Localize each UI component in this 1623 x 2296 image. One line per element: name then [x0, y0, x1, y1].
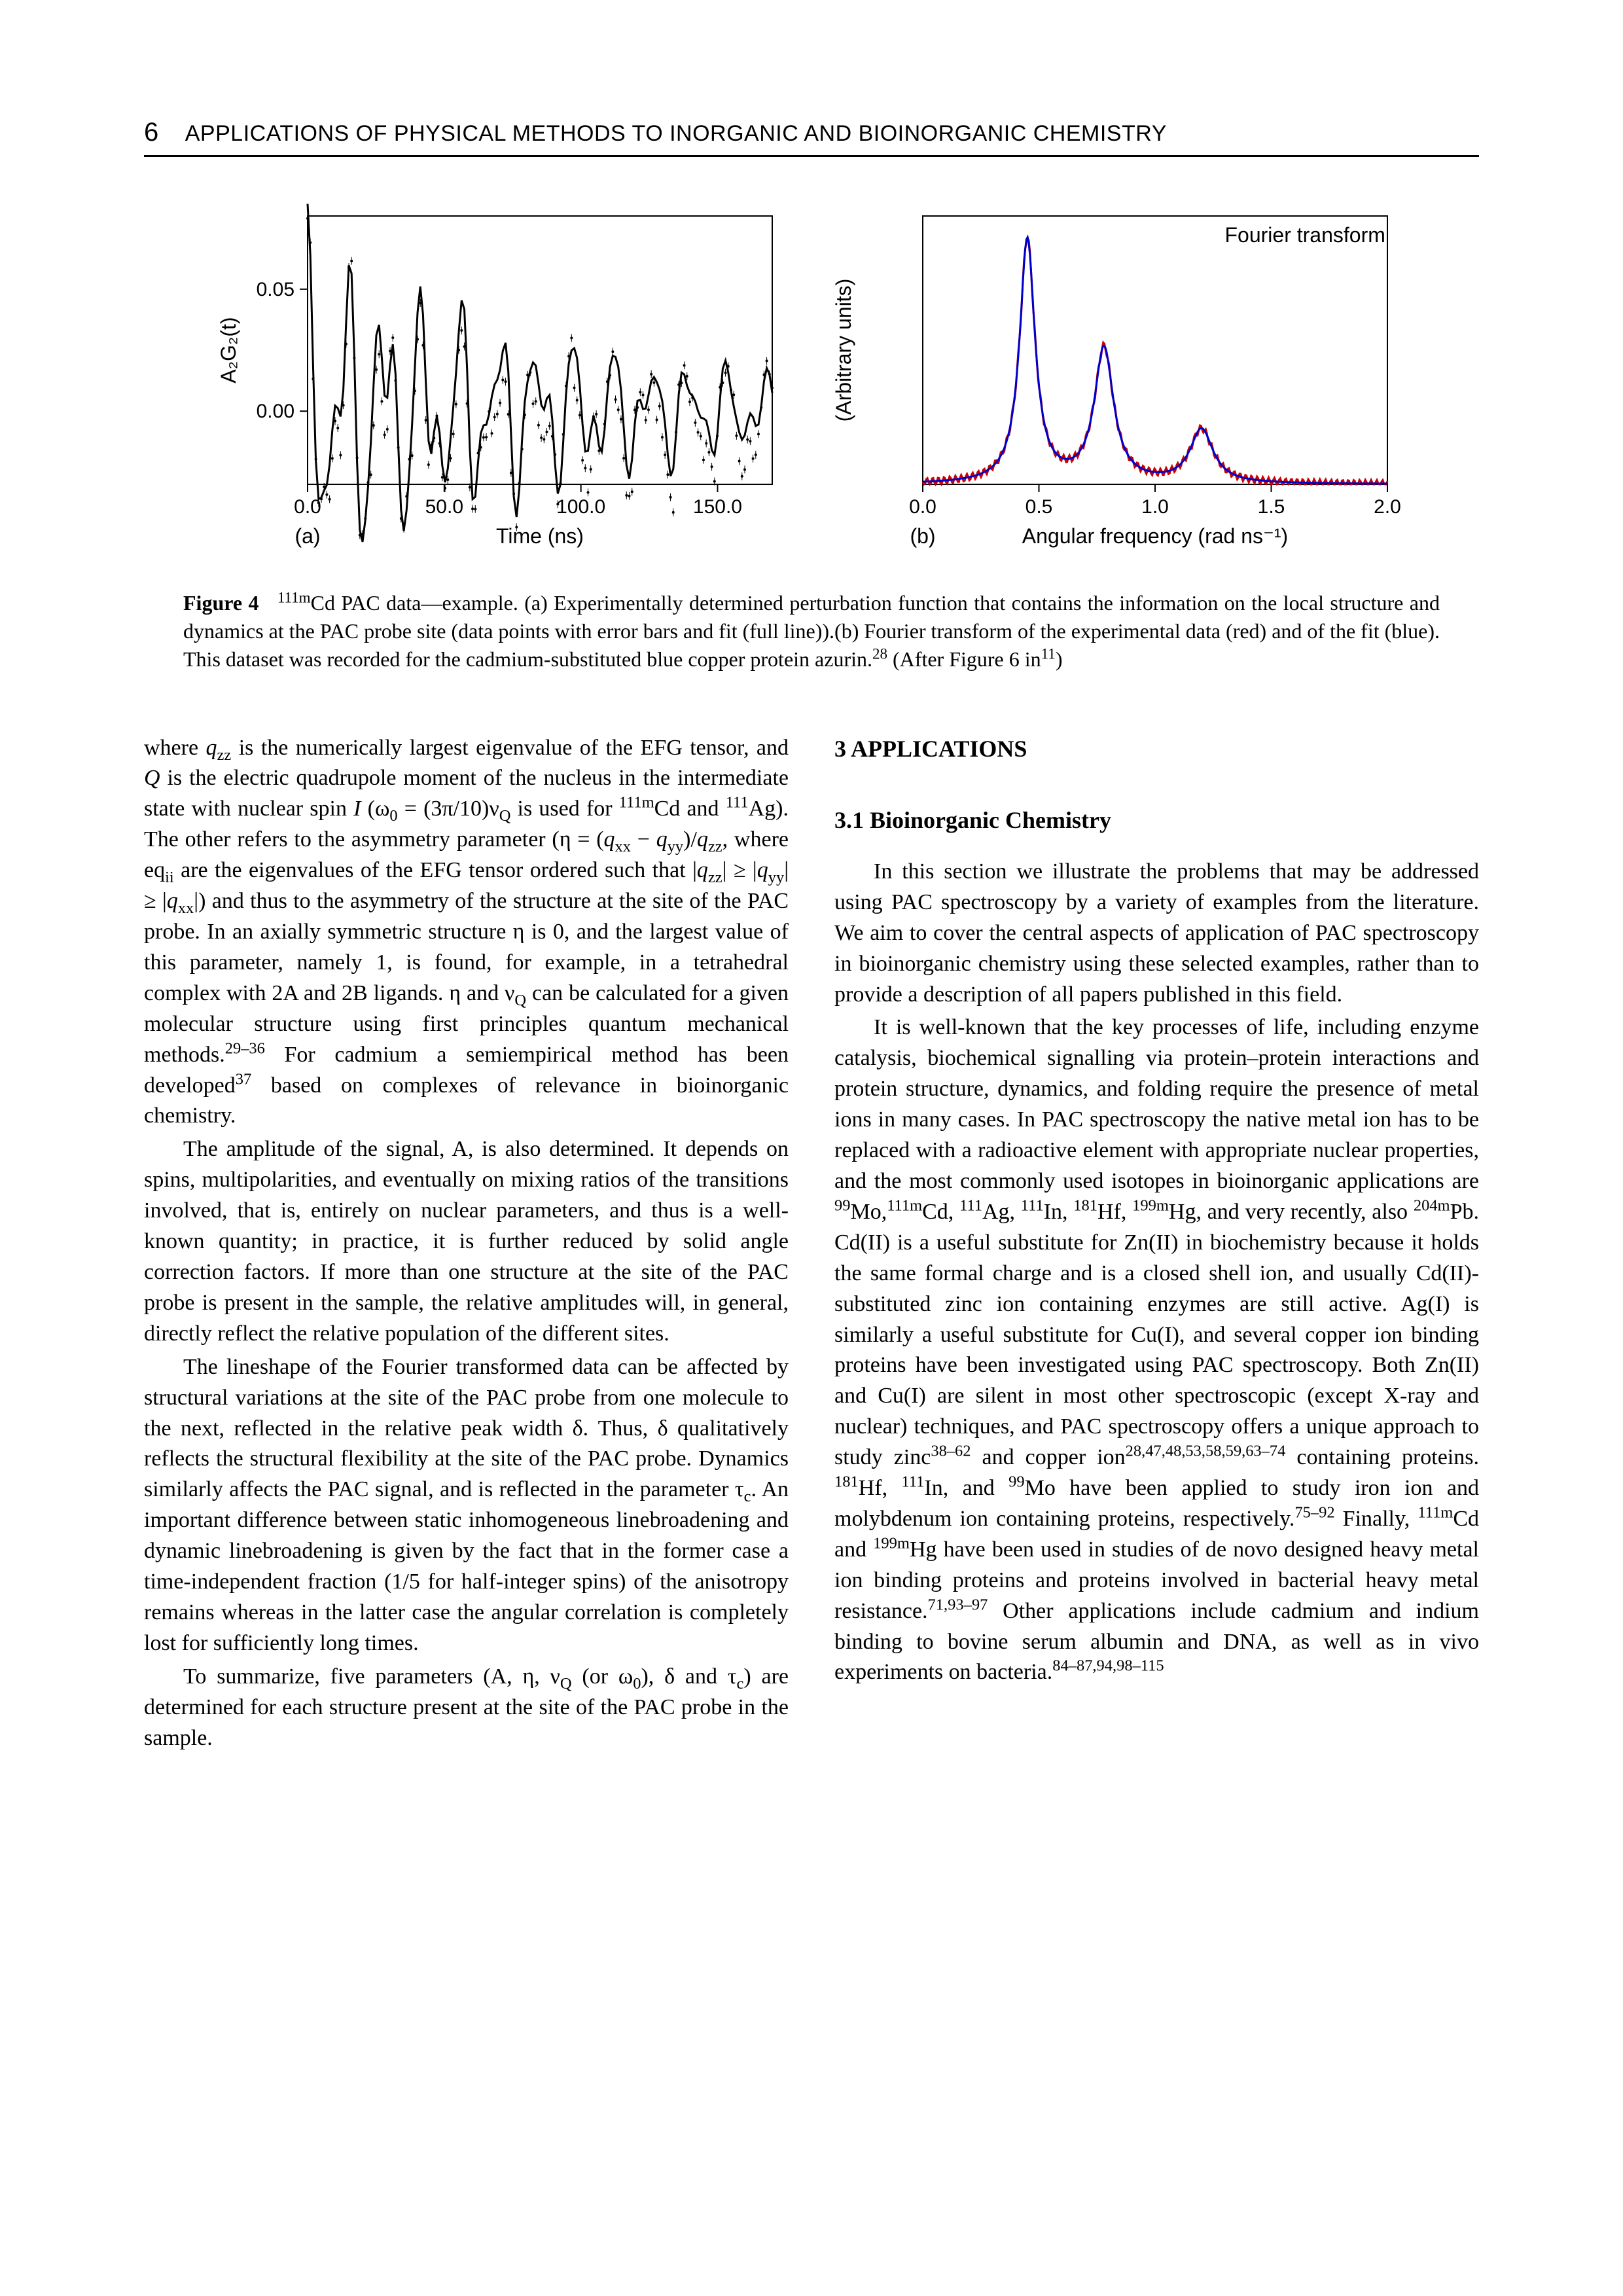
page-number: 6	[144, 118, 159, 147]
figure-4-panel-a: 0.0 50.0 100.0 150.0 0.00 0.05 Time (ns) A₂G₂(t…	[216, 196, 792, 563]
svg-text:100.0: 100.0	[556, 496, 605, 518]
svg-text:0.00: 0.00	[257, 401, 294, 422]
svg-text:(Arbitrary units): (Arbitrary units)	[832, 279, 855, 422]
figure-4-caption: Figure 4 111mCd PAC data—example. (a) Ex…	[183, 589, 1440, 674]
svg-text:1.0: 1.0	[1141, 496, 1169, 518]
svg-text:1.5: 1.5	[1258, 496, 1285, 518]
svg-text:Angular frequency (rad ns⁻¹): Angular frequency (rad ns⁻¹)	[1022, 524, 1288, 548]
header-rule	[144, 155, 1479, 157]
page: 6 APPLICATIONS OF PHYSICAL METHODS TO IN…	[0, 0, 1623, 1900]
svg-text:150.0: 150.0	[693, 496, 742, 518]
body-paragraph: It is well-known that the key processes …	[834, 1013, 1479, 1688]
svg-text:0.05: 0.05	[257, 279, 294, 300]
figure-caption-text: 111mCd PAC data—example. (a) Experimenta…	[183, 591, 1440, 671]
body-paragraph: In this section we illustrate the proble…	[834, 857, 1479, 1011]
running-head-title: APPLICATIONS OF PHYSICAL METHODS TO INOR…	[185, 121, 1167, 147]
body-paragraph: The lineshape of the Fourier transformed…	[144, 1352, 789, 1659]
body-paragraph: where qzz is the numerically largest eig…	[144, 733, 789, 1132]
figure-4-panel-b: 0.0 0.5 1.0 1.5 2.0 Angular frequency (rad ns…	[831, 196, 1407, 563]
figure-label: Figure 4	[183, 591, 259, 615]
body-paragraph: The amplitude of the signal, A, is also …	[144, 1134, 789, 1349]
figure-4: 0.0 50.0 100.0 150.0 0.00 0.05 Time (ns) A₂G₂(t…	[144, 196, 1479, 563]
svg-text:50.0: 50.0	[425, 496, 463, 518]
svg-text:0.5: 0.5	[1026, 496, 1053, 518]
svg-text:(b): (b)	[910, 524, 935, 548]
svg-text:0.0: 0.0	[909, 496, 936, 518]
body-columns: where qzz is the numerically largest eig…	[144, 733, 1479, 1757]
subsection-heading: 3.1 Bioinorganic Chemistry	[834, 804, 1479, 837]
body-paragraph: To summarize, five parameters (A, η, νQ …	[144, 1662, 789, 1754]
svg-text:2.0: 2.0	[1374, 496, 1401, 518]
svg-text:0.0: 0.0	[294, 496, 321, 518]
section-heading: 3 APPLICATIONS	[834, 733, 1479, 766]
svg-text:A₂G₂(t): A₂G₂(t)	[217, 317, 240, 383]
svg-text:(a): (a)	[294, 524, 320, 548]
running-head: 6 APPLICATIONS OF PHYSICAL METHODS TO IN…	[144, 118, 1479, 147]
svg-text:Time (ns): Time (ns)	[496, 524, 584, 548]
svg-text:Fourier transform: Fourier transform	[1225, 223, 1385, 247]
